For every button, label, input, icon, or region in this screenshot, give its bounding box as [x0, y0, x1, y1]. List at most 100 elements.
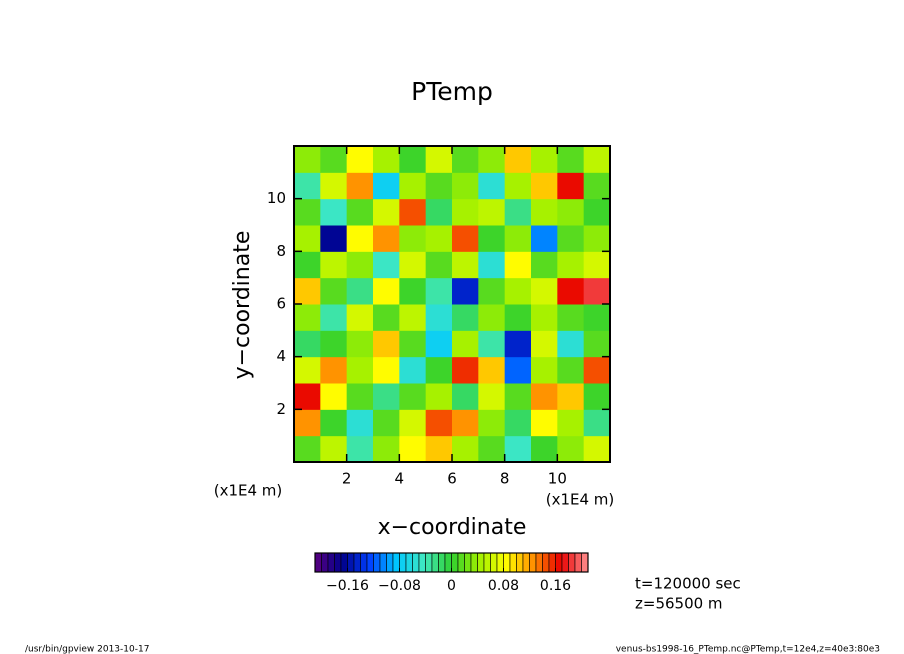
- x-tick-label: 8: [500, 470, 510, 488]
- heatmap-cell: [504, 225, 532, 252]
- heatmap-cell: [425, 251, 453, 279]
- heatmap-cell: [346, 172, 374, 200]
- heatmap-cell: [346, 225, 374, 252]
- heatmap-cell: [504, 304, 532, 331]
- colorbar-box: [425, 552, 433, 573]
- y-unit: (x1E4 m): [214, 482, 283, 500]
- heatmap-cell: [557, 146, 585, 173]
- heatmap-cell: [425, 435, 453, 463]
- heatmap-cell: [504, 330, 532, 358]
- heatmap-cell: [531, 146, 558, 173]
- heatmap-cell: [478, 383, 506, 410]
- heatmap-cell: [531, 277, 558, 305]
- heatmap-cell: [583, 225, 611, 252]
- heatmap-cell: [346, 330, 374, 358]
- heatmap-cell: [399, 409, 427, 437]
- heatmap-cell: [320, 356, 348, 384]
- heatmap-cell: [346, 356, 374, 384]
- heatmap-cell: [478, 198, 506, 226]
- colorbar-box: [373, 552, 381, 573]
- heatmap-cell: [399, 304, 427, 331]
- heatmap-cell: [557, 356, 585, 384]
- heatmap-cell: [399, 251, 427, 279]
- colorbar-box: [548, 552, 556, 573]
- colorbar-box: [522, 552, 530, 573]
- colorbar-box: [399, 552, 407, 573]
- heatmap-cell: [294, 198, 321, 226]
- heatmap-cell: [399, 435, 427, 463]
- heatmap-cell: [478, 435, 506, 463]
- colorbar-box: [490, 552, 498, 573]
- colorbar-box: [431, 552, 439, 573]
- heatmap-cell: [346, 277, 374, 305]
- heatmap-cell: [399, 225, 427, 252]
- x-axis-label: x−coordinate: [378, 515, 527, 540]
- colorbar-box: [418, 552, 426, 573]
- heatmap-cell: [583, 172, 611, 200]
- colorbar-box: [581, 552, 589, 573]
- heatmap-cell: [557, 435, 585, 463]
- heatmap-cell: [294, 172, 321, 200]
- colorbar-box: [353, 552, 361, 573]
- heatmap-cell: [320, 304, 348, 331]
- heatmap-cell: [504, 277, 532, 305]
- x-unit: (x1E4 m): [546, 491, 615, 509]
- heatmap-cell: [478, 409, 506, 437]
- heatmap-cell: [425, 198, 453, 226]
- colorbar-box: [470, 552, 478, 573]
- heatmap-cell: [583, 409, 611, 437]
- colorbar-box: [321, 552, 329, 573]
- y-tick-label: 8: [276, 242, 286, 260]
- colorbar-box: [457, 552, 465, 573]
- heatmap-cell: [531, 435, 558, 463]
- x-tick-label: 2: [342, 470, 352, 488]
- footer: /usr/bin/gpview 2013-10-17: [25, 645, 149, 654]
- colorbar-box: [347, 552, 355, 573]
- heatmap-cell: [425, 409, 453, 437]
- heatmap-cell: [373, 277, 400, 305]
- colorbar-box: [542, 552, 550, 573]
- heatmap-cell: [583, 198, 611, 226]
- chart-title: PTemp: [411, 77, 493, 106]
- heatmap-cell: [452, 251, 479, 279]
- colorbar-tick-label: −0.08: [378, 578, 421, 594]
- heatmap-cell: [478, 356, 506, 384]
- heatmap-cell: [504, 435, 532, 463]
- colorbar-box: [360, 552, 368, 573]
- heatmap-cell: [478, 172, 506, 200]
- heatmap-cell: [320, 435, 348, 463]
- heatmap-cell: [557, 251, 585, 279]
- heatmap-cell: [399, 198, 427, 226]
- heatmap-cell: [425, 356, 453, 384]
- heatmap-cell: [504, 251, 532, 279]
- colorbar-box: [327, 552, 335, 573]
- heatmap-cell: [504, 356, 532, 384]
- colorbar-box: [503, 552, 511, 573]
- y-axis-label: y−coordinate: [230, 231, 255, 380]
- heatmap-cell: [504, 172, 532, 200]
- heatmap-cell: [504, 146, 532, 173]
- heatmap-cell: [583, 435, 611, 463]
- colorbar-box: [405, 552, 413, 573]
- heatmap-cell: [531, 330, 558, 358]
- heatmap-cell: [320, 409, 348, 437]
- heatmap-cell: [294, 356, 321, 384]
- heatmap-cell: [399, 146, 427, 173]
- heatmap-cell: [294, 409, 321, 437]
- heatmap-cell: [583, 304, 611, 331]
- heatmap-cell: [373, 304, 400, 331]
- heatmap-cell: [399, 277, 427, 305]
- heatmap-cell: [478, 304, 506, 331]
- heatmap-cell: [373, 225, 400, 252]
- colorbar-box: [555, 552, 563, 573]
- colorbar-box: [412, 552, 420, 573]
- heatmap-cell: [504, 409, 532, 437]
- heatmap-cell: [557, 225, 585, 252]
- annotation: t=120000 sec: [635, 575, 741, 593]
- heatmap-cell: [557, 277, 585, 305]
- heatmap-cell: [452, 356, 479, 384]
- colorbar-box: [535, 552, 543, 573]
- heatmap-cell: [583, 356, 611, 384]
- heatmap-cell: [425, 146, 453, 173]
